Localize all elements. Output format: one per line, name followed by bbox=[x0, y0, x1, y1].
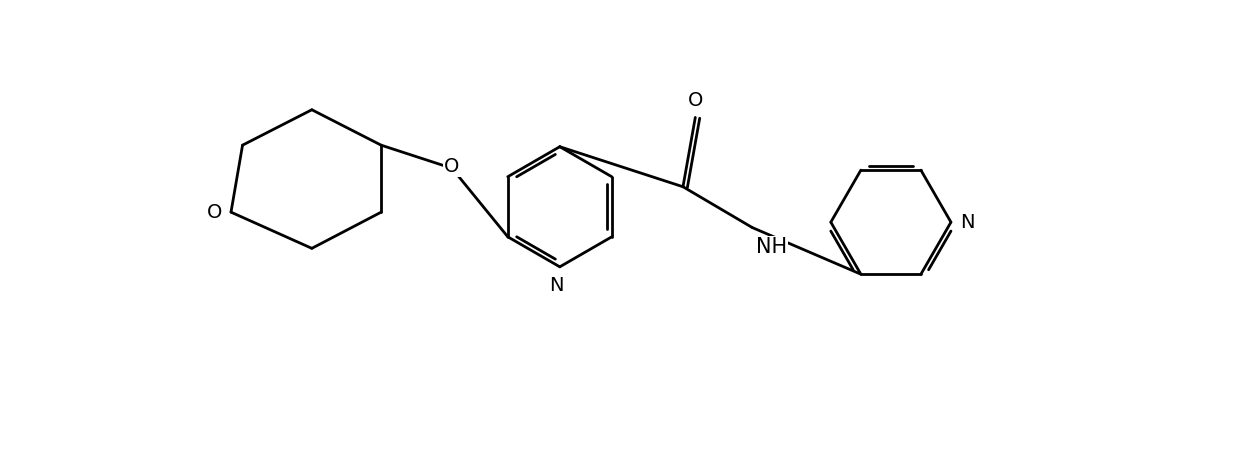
Text: N: N bbox=[548, 276, 563, 295]
Text: O: O bbox=[687, 91, 703, 110]
Text: N: N bbox=[961, 213, 974, 232]
Text: O: O bbox=[207, 203, 222, 222]
Text: O: O bbox=[444, 157, 459, 176]
Text: NH: NH bbox=[756, 237, 787, 257]
